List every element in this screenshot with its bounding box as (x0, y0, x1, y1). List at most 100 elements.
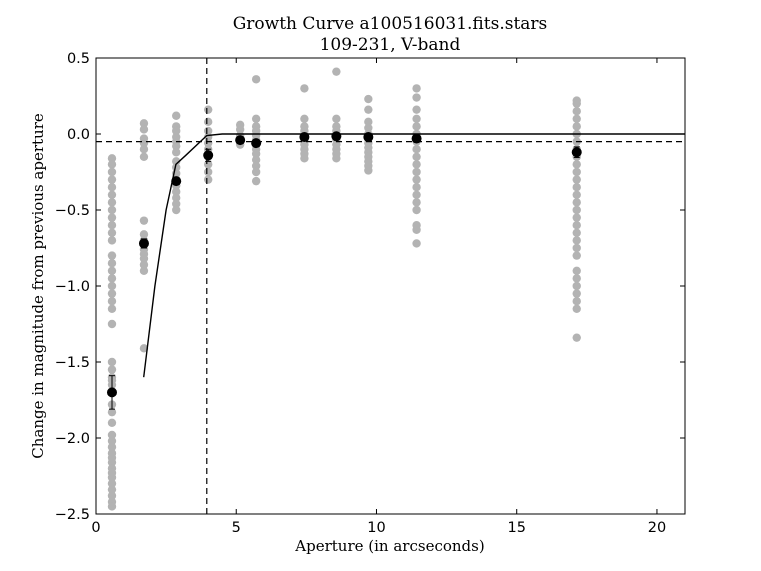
star-point-10-25 (572, 289, 581, 298)
star-point-5-10 (251, 161, 261, 171)
star-point-5-0 (251, 75, 261, 84)
star-point-3-1 (203, 117, 213, 127)
star-point-0-16 (107, 281, 117, 291)
star-point-5-9 (251, 155, 261, 165)
mean-point-8 (363, 132, 374, 143)
chart-subtitle: 109-231, V-band (320, 35, 461, 55)
star-point-9-2 (412, 105, 421, 114)
chart-title: Growth Curve a100516031.fits.stars (233, 14, 548, 34)
mean-point-7 (331, 131, 342, 142)
star-point-1-12 (139, 254, 149, 263)
star-point-2-7 (172, 157, 181, 166)
star-point-1-5 (139, 152, 149, 161)
star-point-10-21 (572, 251, 581, 260)
star-point-0-39 (107, 479, 117, 488)
star-point-10-18 (572, 228, 581, 237)
star-point-0-41 (107, 491, 117, 500)
star-point-0-38 (107, 473, 117, 482)
star-point-1-7 (139, 230, 149, 239)
star-point-10-19 (572, 236, 581, 245)
star-point-8-12 (364, 166, 373, 175)
star-point-7-1 (332, 114, 341, 124)
star-point-1-15 (139, 344, 149, 353)
star-point-9-0 (412, 84, 421, 93)
star-point-1-0 (139, 119, 149, 128)
star-point-10-2 (572, 107, 581, 116)
star-point-9-9 (412, 160, 421, 169)
x-axis-label: Aperture (in arcseconds) (294, 537, 484, 555)
star-point-0-14 (107, 266, 117, 275)
star-point-9-7 (412, 145, 421, 154)
star-point-7-0 (332, 67, 341, 76)
star-point-0-40 (107, 485, 117, 494)
star-point-1-14 (139, 266, 149, 275)
star-point-10-13 (572, 190, 581, 199)
star-point-0-1 (107, 160, 117, 169)
star-point-2-15 (172, 205, 181, 215)
star-point-10-1 (572, 99, 581, 108)
star-point-0-43 (107, 502, 117, 511)
star-point-0-20 (107, 319, 117, 329)
star-point-0-0 (107, 154, 117, 163)
star-point-10-20 (572, 243, 581, 253)
star-point-9-17 (412, 225, 421, 234)
y-tick-label-5: −2.0 (55, 431, 90, 447)
star-point-10-28 (572, 333, 581, 342)
star-point-10-24 (572, 281, 581, 291)
star-point-10-3 (572, 114, 581, 124)
star-point-0-11 (107, 236, 117, 245)
mean-point-10 (571, 147, 582, 158)
y-tick-label-0: 0.5 (67, 51, 90, 67)
star-point-9-3 (412, 114, 421, 124)
star-point-0-10 (107, 228, 117, 237)
star-point-0-5 (107, 190, 117, 199)
star-point-8-0 (364, 94, 373, 104)
star-point-10-22 (572, 266, 581, 275)
star-point-0-29 (107, 418, 117, 427)
star-point-10-9 (572, 160, 581, 169)
mean-point-5 (251, 138, 262, 149)
star-point-0-6 (107, 198, 117, 207)
star-point-10-16 (572, 213, 581, 222)
star-point-0-22 (107, 365, 117, 374)
star-point-2-5 (172, 141, 181, 151)
y-tick-label-1: 0.0 (67, 127, 90, 143)
star-point-9-4 (412, 122, 421, 131)
star-point-10-26 (572, 297, 581, 306)
axis-ticks: 0 5 10 15 20 0.5 0.0 −0.5 −1.0 −1.5 −2.0 −2.5 (55, 51, 685, 536)
star-point-9-15 (412, 205, 421, 215)
star-point-9-14 (412, 198, 421, 207)
mean-point-6 (299, 132, 310, 143)
star-point-4-1 (235, 125, 245, 134)
star-point-2-2 (172, 126, 181, 136)
star-point-2-12 (172, 187, 181, 196)
star-point-0-2 (107, 167, 117, 177)
star-point-0-7 (107, 205, 117, 215)
star-point-0-32 (107, 442, 117, 452)
x-tick-label-3: 15 (507, 520, 525, 536)
star-point-8-1 (364, 105, 373, 114)
x-tick-label-2: 10 (367, 520, 385, 536)
star-point-10-10 (572, 167, 581, 177)
star-point-10-14 (572, 198, 581, 207)
star-point-9-10 (412, 167, 421, 177)
star-point-0-28 (107, 407, 117, 417)
y-tick-label-6: −2.5 (55, 507, 90, 523)
plot-marks (96, 58, 685, 514)
mean-point-9 (411, 133, 422, 144)
star-point-1-6 (139, 216, 149, 225)
star-point-7-9 (332, 154, 341, 163)
star-point-9-12 (412, 183, 421, 192)
star-point-0-35 (107, 458, 117, 467)
y-axis-label: Change in magnitude from previous apertu… (29, 113, 47, 459)
star-point-0-4 (107, 183, 117, 192)
star-point-9-11 (412, 175, 421, 184)
mean-point-4 (235, 135, 246, 146)
star-point-10-15 (572, 205, 581, 215)
star-point-8-2 (364, 117, 373, 127)
star-point-5-12 (251, 176, 261, 186)
star-point-10-4 (572, 122, 581, 131)
star-point-0-31 (107, 436, 117, 446)
x-tick-label-1: 5 (232, 520, 241, 536)
